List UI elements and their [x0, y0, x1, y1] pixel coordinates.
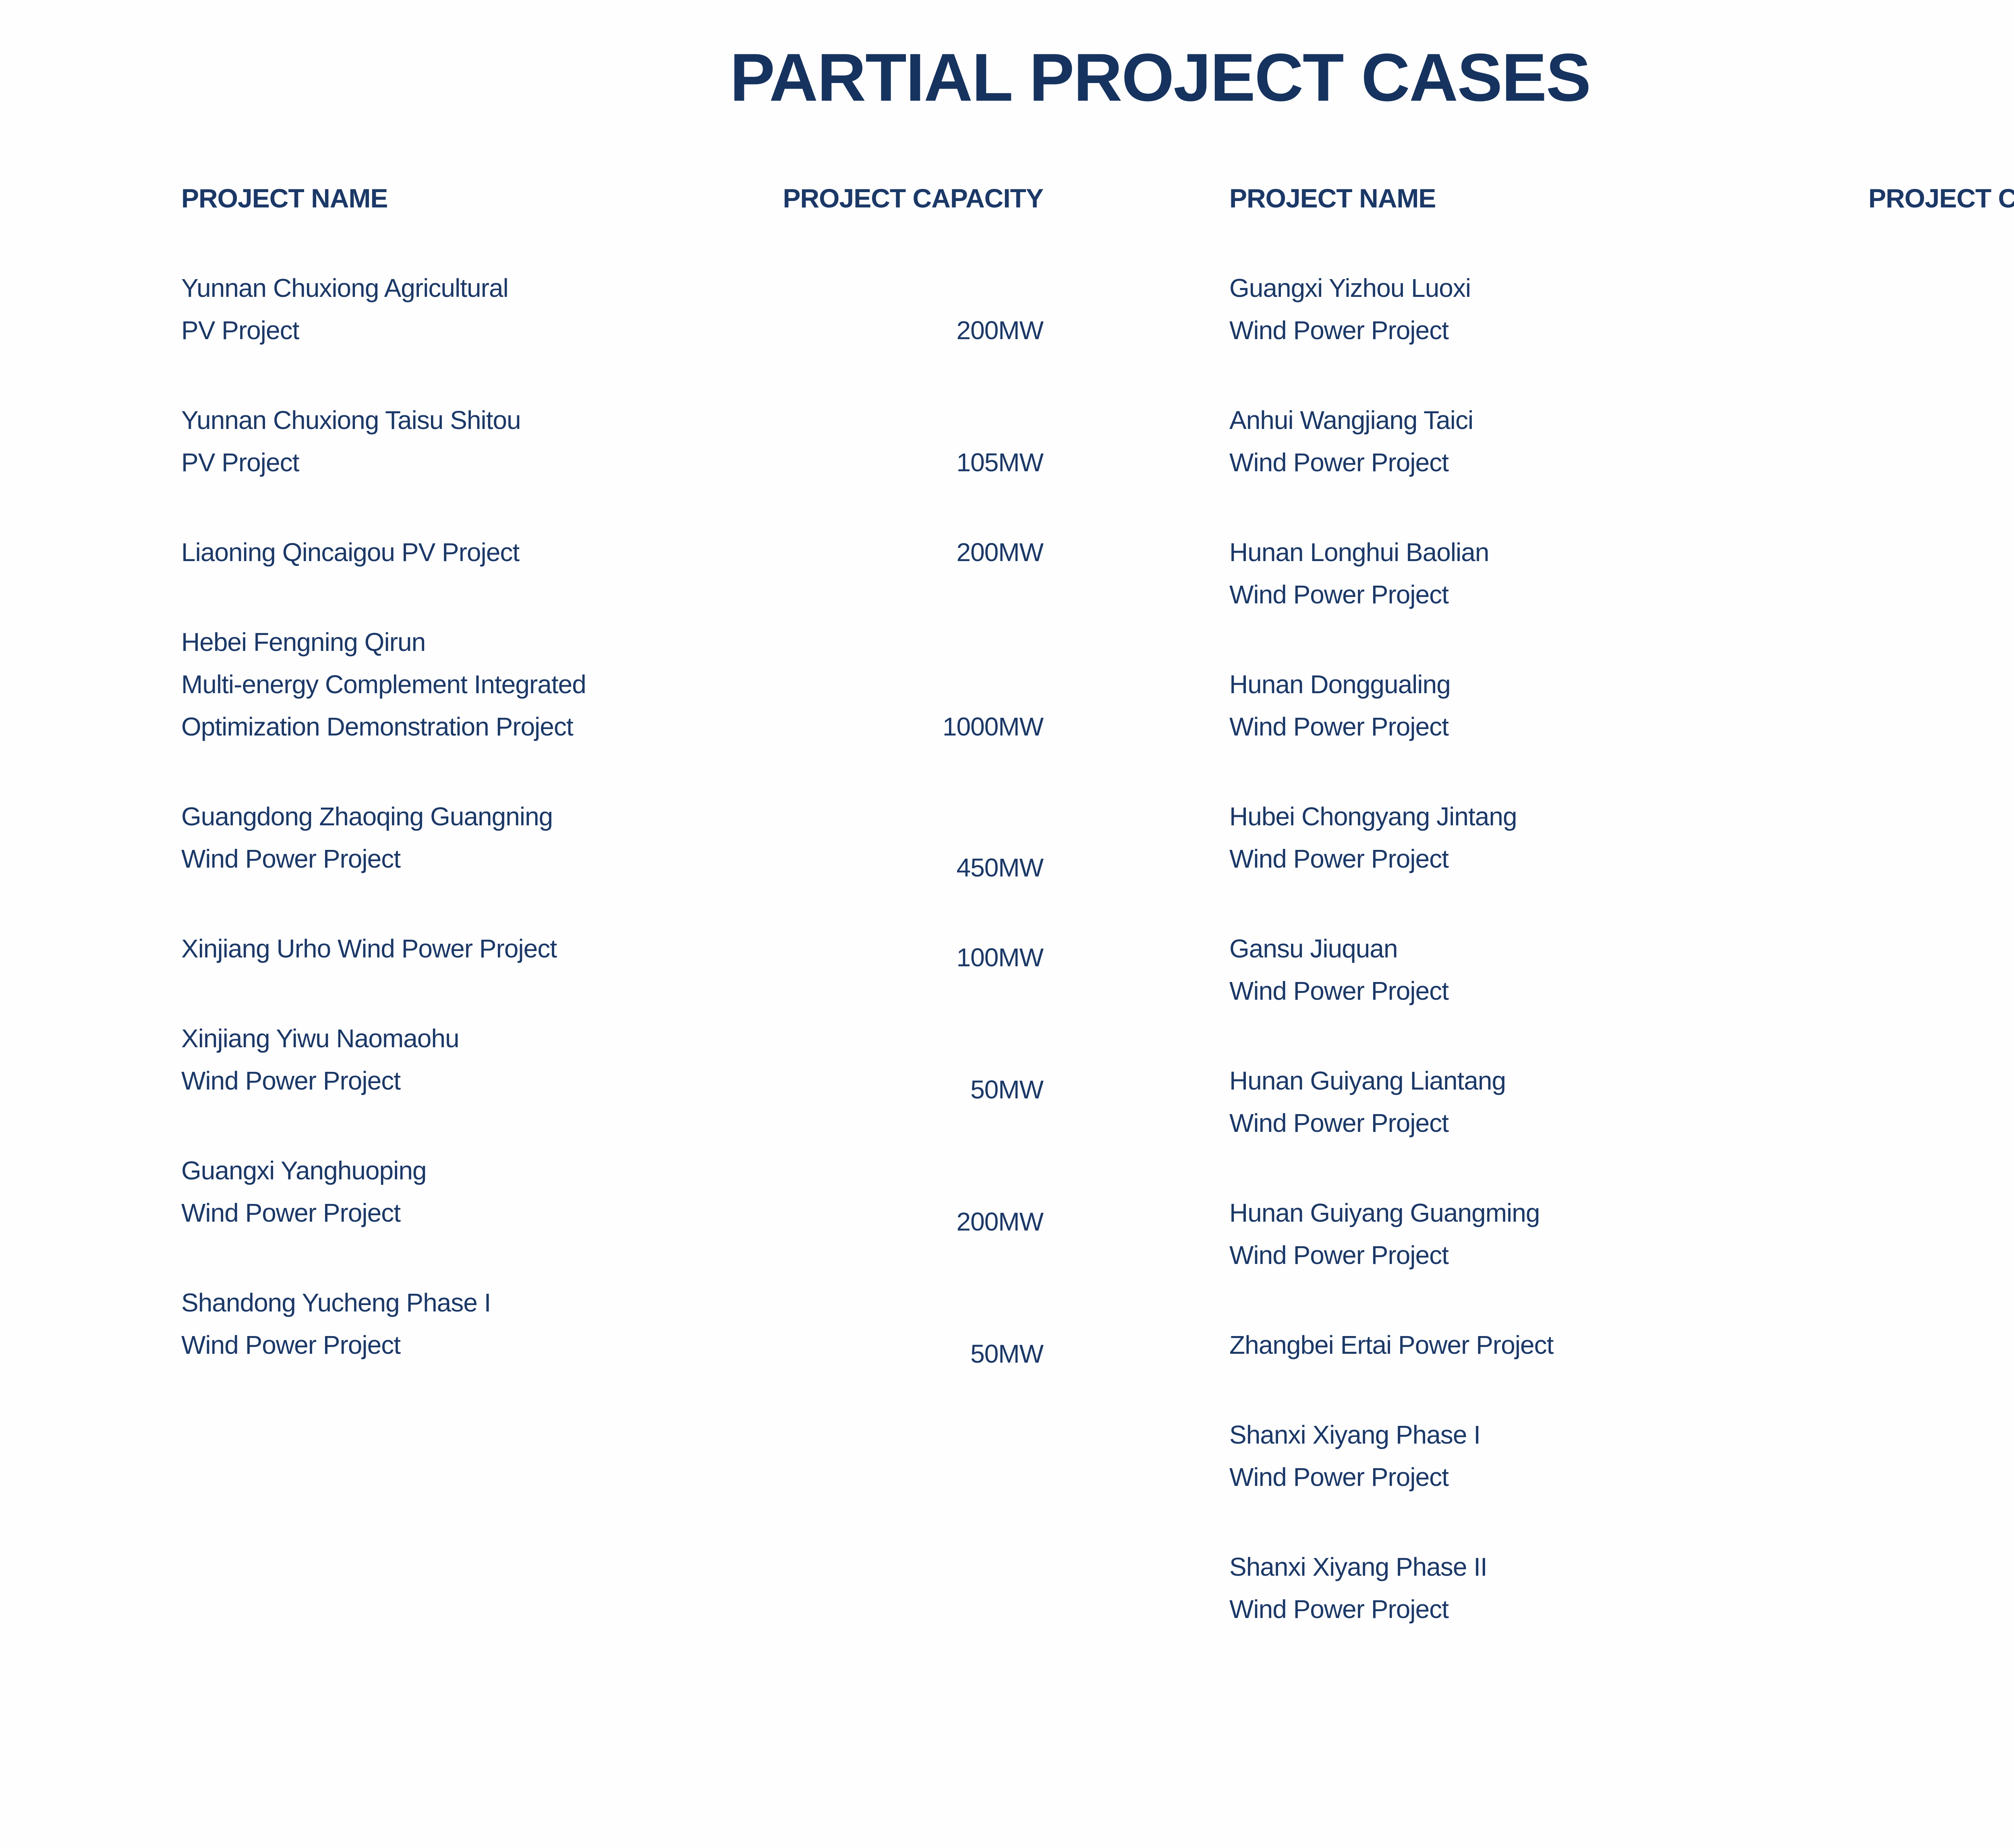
table-row: Liaoning Qincaigou PV Project 200MW	[181, 531, 1044, 574]
column-header-project-name: PROJECT NAME	[1229, 183, 1436, 213]
project-capacity: 450MW	[956, 853, 1044, 882]
project-capacity: 200MW	[956, 316, 1044, 345]
table-row: Hubei Chongyang Jintang Wind Power Projec…	[1229, 796, 2014, 880]
table-row: Guangxi Yanghuoping Wind Power Project 200…	[181, 1150, 1044, 1236]
project-name: Anhui Wangjiang Taici Wind Power Project	[1229, 406, 1473, 477]
table-row: Hunan Guiyang Guangming Wind Power Projec…	[1229, 1192, 2014, 1276]
project-capacity: 105MW	[956, 448, 1044, 477]
project-capacity: 50MW	[970, 1075, 1044, 1104]
project-name: Hunan Guiyang Guangming Wind Power Projec…	[1229, 1198, 1540, 1270]
project-table-right: PROJECT NAME PROJECT CAPACITY Guangxi Yi…	[1229, 177, 2014, 1630]
project-name: Hunan Longhui Baolian Wind Power Project	[1229, 538, 1489, 609]
table-header-row: PROJECT NAME PROJECT CAPACITY	[181, 177, 1044, 220]
project-name: Xinjiang Urho Wind Power Project	[181, 934, 557, 963]
project-name: Zhangbei Ertai Power Project	[1229, 1330, 1554, 1359]
project-name: Guangdong Zhaoqing Guangning Wind Power P…	[181, 802, 553, 873]
table-row: Shandong Yucheng Phase I Wind Power Proje…	[181, 1282, 1044, 1368]
project-name: Guangxi Yizhou Luoxi Wind Power Project	[1229, 273, 1471, 345]
project-capacity: 50MW	[970, 1339, 1044, 1368]
project-name: Shandong Yucheng Phase I Wind Power Proje…	[181, 1288, 491, 1359]
table-body: Yunnan Chuxiong Agricultural PV Project 20…	[181, 267, 1044, 1368]
project-capacity: 200MW	[956, 538, 1044, 567]
column-header-project-capacity: PROJECT CAPACITY	[1868, 183, 2014, 213]
project-capacity: 1000MW	[942, 712, 1044, 741]
project-name: Liaoning Qincaigou PV Project	[181, 538, 520, 567]
project-name: Xinjiang Yiwu Naomaohu Wind Power Project	[181, 1024, 460, 1095]
column-header-project-name: PROJECT NAME	[181, 183, 388, 213]
project-capacity: 100MW	[956, 943, 1044, 972]
project-table-left: PROJECT NAME PROJECT CAPACITY Yunnan Chu…	[181, 177, 1044, 1368]
project-capacity: 200MW	[956, 1207, 1044, 1236]
table-header-row: PROJECT NAME PROJECT CAPACITY	[1229, 177, 2014, 220]
table-row: Guangdong Zhaoqing Guangning Wind Power P…	[181, 796, 1044, 882]
project-name: Shanxi Xiyang Phase I Wind Power Project	[1229, 1420, 1481, 1492]
project-name: Yunnan Chuxiong Agricultural PV Project	[181, 273, 509, 345]
table-row: Xinjiang Yiwu Naomaohu Wind Power Project…	[181, 1017, 1044, 1104]
table-row: Yunnan Chuxiong Taisu Shitou PV Project 10…	[181, 399, 1044, 484]
table-row: Hunan Guiyang Liantang Wind Power Project…	[1229, 1060, 2014, 1144]
page-title: PARTIAL PROJECT CASES	[729, 39, 1591, 115]
project-name: Hebei Fengning Qirun Multi-energy Complem…	[181, 628, 586, 741]
project-name: Hunan Guiyang Liantang Wind Power Project	[1229, 1066, 1506, 1137]
table-row: Hebei Fengning Qirun Multi-energy Complem…	[181, 621, 1044, 748]
table-row: Xinjiang Urho Wind Power Project 100MW	[181, 928, 1044, 972]
project-name: Gansu Jiuquan Wind Power Project	[1229, 934, 1449, 1005]
project-name: Hunan Donggualing Wind Power Project	[1229, 670, 1451, 741]
project-name: Hubei Chongyang Jintang Wind Power Projec…	[1229, 802, 1517, 873]
project-name: Shanxi Xiyang Phase II Wind Power Project	[1229, 1552, 1488, 1624]
project-name: Guangxi Yanghuoping Wind Power Project	[181, 1156, 427, 1227]
column-header-project-capacity: PROJECT CAPACITY	[783, 183, 1044, 213]
table-row: Yunnan Chuxiong Agricultural PV Project 20…	[181, 267, 1044, 352]
table-row: Shanxi Xiyang Phase II Wind Power Project…	[1229, 1546, 2014, 1630]
project-name: Yunnan Chuxiong Taisu Shitou PV Project	[181, 406, 521, 477]
